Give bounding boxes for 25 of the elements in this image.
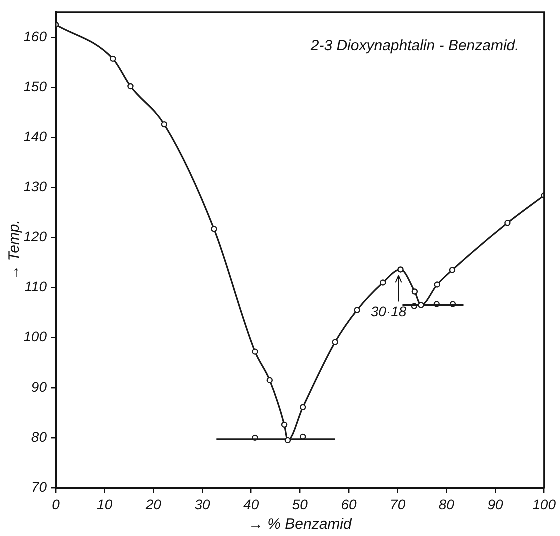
x-tick-label: 20 [144, 496, 162, 512]
text: 2-3 Dioxynaphtalin - Benzamid. [310, 38, 520, 55]
x-tick-label: 30 [194, 496, 210, 512]
x-tick-label: 0 [52, 496, 60, 512]
y-tick-label: 80 [31, 428, 48, 445]
y-tick-label: 100 [24, 328, 48, 345]
y-tick-label: 90 [31, 378, 48, 395]
annotation: 30·18 [370, 304, 407, 320]
x-tick-label: 70 [390, 496, 406, 512]
x-tick-label: 10 [97, 496, 113, 512]
y-tick-label: 130 [24, 178, 48, 195]
x-tick-label: 80 [438, 496, 455, 512]
x-axis-title: → % Benzamid [248, 516, 353, 534]
x-tick-label: 90 [488, 496, 504, 512]
y-tick-label: 110 [24, 278, 48, 295]
x-tick-label: 40 [244, 496, 260, 512]
y-axis-title: → Temp. [6, 220, 24, 280]
y-tick-label: 140 [24, 128, 48, 144]
x-tick-label: 50 [292, 496, 308, 512]
x-tick-label: 60 [341, 496, 357, 512]
y-tick-label: 150 [24, 78, 48, 94]
y-tick-label: 120 [24, 228, 48, 245]
y-tick-label: 160 [24, 28, 48, 44]
x-tick-label: 100 [532, 496, 556, 512]
y-tick-label: 70 [31, 478, 48, 495]
